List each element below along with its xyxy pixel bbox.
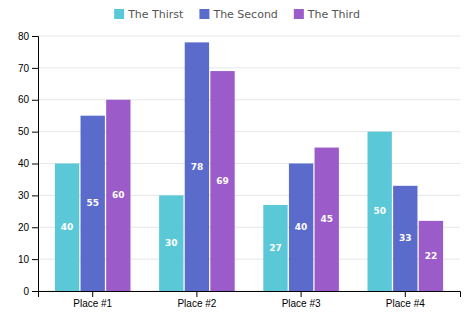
bar-series: [106, 71, 443, 291]
bar: [393, 186, 417, 291]
data-labels: 40 30 27 50 55 78 40 33 60 69 45 22: [61, 162, 437, 261]
grid: [38, 36, 460, 291]
tick-label: 60: [18, 94, 30, 105]
tick-mark: [32, 100, 38, 101]
tick: 80: [18, 31, 38, 42]
bar: [419, 221, 443, 291]
data-label: 60: [112, 190, 125, 200]
bar: [106, 100, 130, 291]
data-label: 30: [165, 238, 178, 248]
tick: Place #2: [177, 291, 216, 309]
tick-label: Place #1: [73, 298, 112, 309]
bar: [289, 164, 313, 292]
bar-series: [81, 42, 418, 291]
axis-line: [39, 292, 461, 298]
tick: 20: [18, 222, 38, 233]
tick-mark: [32, 36, 38, 37]
tick-mark: [301, 291, 302, 297]
tick-label: Place #4: [386, 298, 425, 309]
tick-label: 0: [23, 286, 29, 297]
data-label: 50: [373, 206, 386, 216]
bar: [55, 164, 79, 292]
bars: [55, 42, 443, 291]
tick-label: 20: [18, 222, 30, 233]
data-label: 55: [86, 198, 99, 208]
data-label: 33: [399, 233, 412, 243]
legend-label: The Second: [212, 8, 277, 21]
tick-mark: [32, 164, 38, 165]
bar: [81, 116, 105, 291]
tick-label: Place #2: [177, 298, 216, 309]
data-label: 69: [216, 176, 229, 186]
grid-line: [38, 99, 460, 100]
bar: [185, 42, 209, 291]
tick-mark: [32, 291, 38, 292]
tick-mark: [32, 68, 38, 69]
tick-label: 40: [18, 158, 30, 169]
legend-item: The Third: [294, 8, 360, 21]
tick: 0: [23, 286, 38, 297]
axis-line: [32, 37, 39, 292]
data-label: 45: [320, 214, 333, 224]
grid-line: [38, 67, 460, 68]
tick-mark: [32, 195, 38, 196]
tick-label: Place #3: [282, 298, 321, 309]
tick-mark: [405, 291, 406, 297]
data-label: 78: [191, 162, 204, 172]
tick-mark: [196, 291, 197, 297]
x-axis: Place #1 Place #2 Place #3 Place #4: [39, 291, 461, 309]
grid-line: [38, 36, 460, 37]
tick-label: 30: [18, 190, 30, 201]
tick: 60: [18, 94, 38, 105]
bar: [368, 132, 392, 291]
y-axis: 0 10 20 30 40 50 60 70 80: [18, 31, 39, 297]
legend-swatch: [199, 9, 209, 19]
tick-label: 50: [18, 126, 30, 137]
data-label: 27: [269, 243, 282, 253]
tick-label: 10: [18, 254, 30, 265]
legend: The Thirst The Second The Third: [114, 8, 360, 21]
tick: 70: [18, 63, 38, 74]
legend-label: The Thirst: [127, 8, 184, 21]
chart: 01020304050607080Place #1Place #2Place #…: [0, 0, 474, 319]
tick-mark: [32, 132, 38, 133]
tick: 30: [18, 190, 38, 201]
tick: 10: [18, 254, 38, 265]
tick: 50: [18, 126, 38, 137]
legend-label: The Third: [307, 8, 360, 21]
tick: Place #4: [386, 291, 425, 309]
bar: [263, 205, 287, 291]
tick: Place #1: [73, 291, 112, 309]
tick: 40: [18, 158, 38, 169]
data-label: 40: [295, 222, 308, 232]
legend-swatch: [114, 9, 124, 19]
tick-label: 70: [18, 63, 30, 74]
tick-mark: [32, 259, 38, 260]
bar: [210, 71, 234, 291]
tick-mark: [92, 291, 93, 297]
data-label: 22: [425, 251, 438, 261]
bar: [159, 195, 183, 291]
data-label: 40: [61, 222, 74, 232]
legend-item: The Second: [199, 8, 277, 21]
bar: [315, 148, 339, 291]
tick-label: 80: [18, 31, 30, 42]
tick-mark: [32, 227, 38, 228]
legend-item: The Thirst: [114, 8, 184, 21]
tick: Place #3: [282, 291, 321, 309]
legend-swatch: [294, 9, 304, 19]
plot: 01020304050607080Place #1Place #2Place #…: [18, 31, 461, 309]
